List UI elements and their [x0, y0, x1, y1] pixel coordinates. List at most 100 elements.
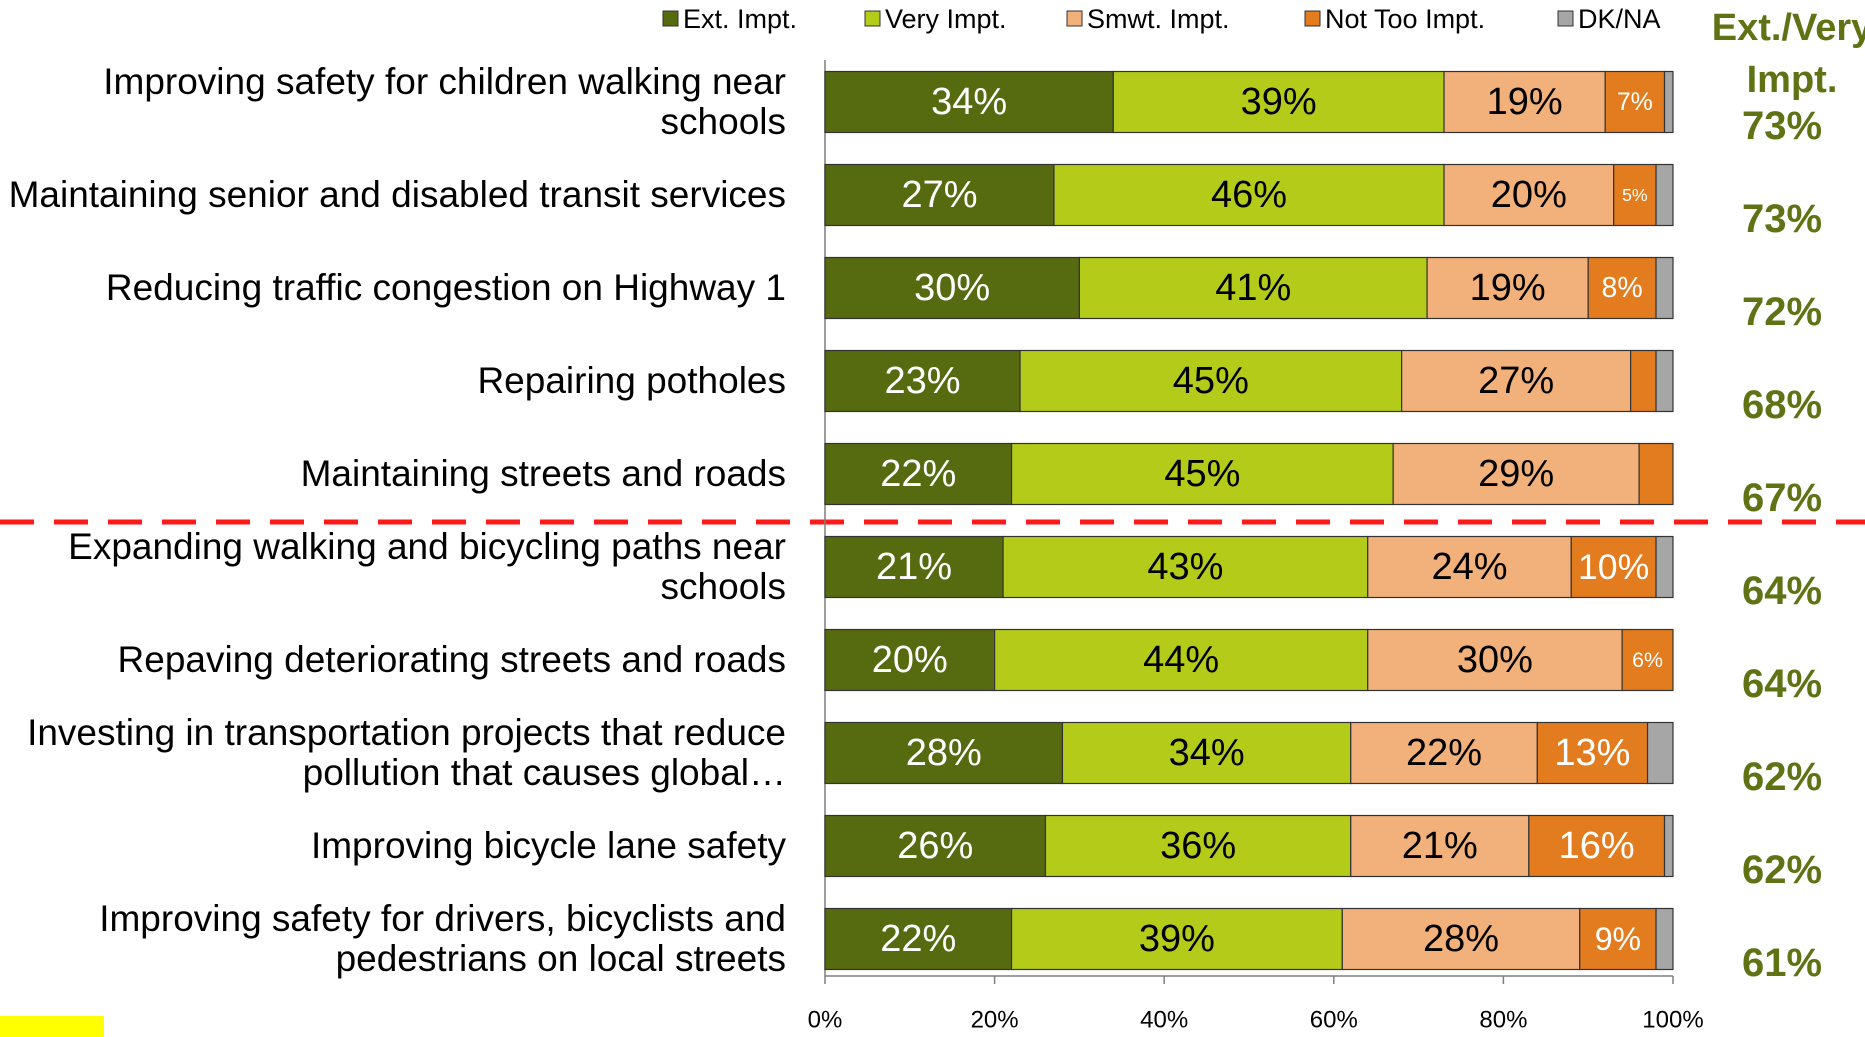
legend-swatch	[1066, 10, 1083, 27]
legend-label: Ext. Impt.	[683, 4, 797, 34]
bar-segment	[1078, 256, 1428, 320]
category-label: Improving bicycle lane safety	[310, 825, 786, 866]
category-label: Maintaining senior and disabled transit …	[8, 174, 786, 215]
data-label: 24%	[1431, 546, 1507, 588]
bar-segment	[824, 70, 1114, 134]
bar-segment	[993, 628, 1369, 692]
bar-segment	[824, 721, 1064, 785]
category-label: Reducing traffic congestion on Highway 1	[105, 267, 786, 308]
data-label: 34%	[1169, 732, 1245, 774]
bar-segment	[1570, 535, 1657, 599]
legend-label: Not Too Impt.	[1325, 4, 1485, 34]
data-label: 39%	[1241, 81, 1317, 123]
legend-swatch	[864, 10, 881, 27]
data-label: 39%	[1139, 918, 1215, 960]
total-label: 67%	[1742, 476, 1822, 520]
data-label: 7%	[1617, 88, 1653, 116]
data-label: 9%	[1595, 921, 1641, 957]
data-label: 20%	[872, 639, 948, 681]
bar-segment	[1655, 535, 1674, 599]
x-tick-label: 20%	[971, 1007, 1019, 1034]
bar-segment	[824, 442, 1013, 506]
data-label: 36%	[1160, 825, 1236, 867]
bar-segment	[1536, 721, 1649, 785]
bar-segment	[824, 628, 996, 692]
data-label: 22%	[880, 918, 956, 960]
totals-header: Ext./Very Impt.	[1711, 7, 1865, 101]
category-label: Repaving deteriorating streets and roads	[117, 639, 786, 680]
data-label: 13%	[1554, 732, 1630, 774]
bar-segment	[1350, 814, 1530, 878]
bar-segment	[1663, 814, 1674, 878]
category-label: Improving safety for children walking ne…	[103, 61, 786, 142]
bar-segment	[1426, 256, 1589, 320]
total-label: 62%	[1742, 755, 1822, 799]
bar-segment	[1443, 163, 1615, 227]
data-label: 29%	[1478, 453, 1554, 495]
x-tick-label: 60%	[1310, 1007, 1358, 1034]
total-label: 64%	[1742, 569, 1822, 613]
bar-segment	[1367, 535, 1572, 599]
data-label: 19%	[1487, 81, 1563, 123]
bar-segment	[1010, 907, 1343, 971]
bar-segment	[1638, 442, 1674, 506]
bar-segment	[1443, 70, 1606, 134]
data-label: 6%	[1632, 648, 1663, 672]
total-label: 61%	[1742, 941, 1822, 985]
data-label: 20%	[1491, 174, 1567, 216]
bar-segment	[1367, 628, 1623, 692]
data-label: 8%	[1602, 272, 1643, 304]
bar-segment	[824, 814, 1047, 878]
data-label: 21%	[876, 546, 952, 588]
category-label: Repairing potholes	[477, 360, 786, 401]
bar-segment	[1655, 349, 1674, 413]
x-tick-label: 100%	[1642, 1007, 1703, 1034]
data-label: 16%	[1559, 825, 1635, 867]
data-label: 45%	[1164, 453, 1240, 495]
category-label: Maintaining streets and roads	[300, 453, 786, 494]
data-label: 46%	[1211, 174, 1287, 216]
total-label: 72%	[1742, 290, 1822, 334]
total-label: 73%	[1742, 197, 1822, 241]
bar-segment	[1663, 70, 1674, 134]
x-tick-label: 40%	[1140, 1007, 1188, 1034]
bar-segment	[1655, 256, 1674, 320]
category-label: Improving safety for drivers, bicyclists…	[99, 898, 786, 979]
data-label: 30%	[914, 267, 990, 309]
data-label: 30%	[1457, 639, 1533, 681]
bar-segment	[1401, 349, 1632, 413]
bar-segment	[1587, 256, 1657, 320]
legend-swatch	[1557, 10, 1574, 27]
bar-segment	[1646, 721, 1674, 785]
legend-label: Very Impt.	[885, 4, 1007, 34]
category-label: Investing in transportation projects tha…	[27, 712, 786, 793]
legend-swatch	[1304, 10, 1321, 27]
bar-segment	[1392, 442, 1640, 506]
data-label: 34%	[931, 81, 1007, 123]
note-box	[0, 1016, 104, 1037]
data-label: 27%	[1478, 360, 1554, 402]
category-label: Expanding walking and bicycling paths ne…	[68, 526, 786, 607]
total-label: 64%	[1742, 662, 1822, 706]
data-label: 21%	[1402, 825, 1478, 867]
data-label: 22%	[880, 453, 956, 495]
data-label: 43%	[1147, 546, 1223, 588]
data-label: 5%	[1622, 185, 1648, 205]
x-tick-label: 80%	[1479, 1007, 1527, 1034]
x-tick-label: 0%	[808, 1007, 843, 1034]
bar-segment	[1010, 442, 1394, 506]
total-label: 68%	[1742, 383, 1822, 427]
data-label: 28%	[906, 732, 982, 774]
bar-segment	[1002, 535, 1369, 599]
data-label: 22%	[1406, 732, 1482, 774]
bar-segment	[824, 907, 1013, 971]
bar-segment	[1621, 628, 1674, 692]
data-label: 26%	[897, 825, 973, 867]
data-label: 45%	[1173, 360, 1249, 402]
bar-segment	[1350, 721, 1538, 785]
legend-label: DK/NA	[1578, 4, 1661, 34]
bar-segment	[824, 535, 1004, 599]
data-label: 23%	[884, 360, 960, 402]
